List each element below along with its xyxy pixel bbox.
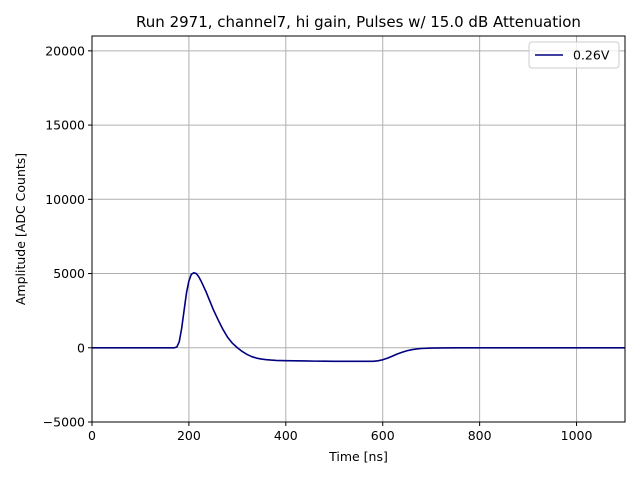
y-axis-label: Amplitude [ADC Counts] <box>13 153 28 305</box>
x-tick-label: 0 <box>88 428 96 443</box>
x-tick-label: 1000 <box>561 428 593 443</box>
plot-frame <box>91 35 626 423</box>
x-tick-label: 200 <box>177 428 201 443</box>
legend: 0.26V <box>528 41 620 69</box>
y-tick-label: 20000 <box>45 43 85 58</box>
series-line-0 <box>92 271 625 363</box>
y-tick-label: 0 <box>77 340 85 355</box>
x-tick-label: 600 <box>371 428 395 443</box>
x-tick-label: 400 <box>274 428 298 443</box>
axis-ticks: 0 200 400 600 800 1000−5000050001000015000200… <box>43 43 593 443</box>
legend-label: 0.26V <box>573 48 610 63</box>
grid-lines <box>91 36 625 423</box>
x-tick-label: 800 <box>468 428 492 443</box>
chart-title: Run 2971, channel7, hi gain, Pulses w/ 1… <box>136 13 581 31</box>
plot-lines <box>92 271 625 363</box>
y-tick-label: 10000 <box>45 192 85 207</box>
legend-box <box>528 41 620 69</box>
y-tick-label: 5000 <box>53 266 85 281</box>
x-axis-label: Time [ns] <box>328 449 388 464</box>
y-tick-label: −5000 <box>43 415 85 430</box>
y-tick-label: 15000 <box>45 118 85 133</box>
